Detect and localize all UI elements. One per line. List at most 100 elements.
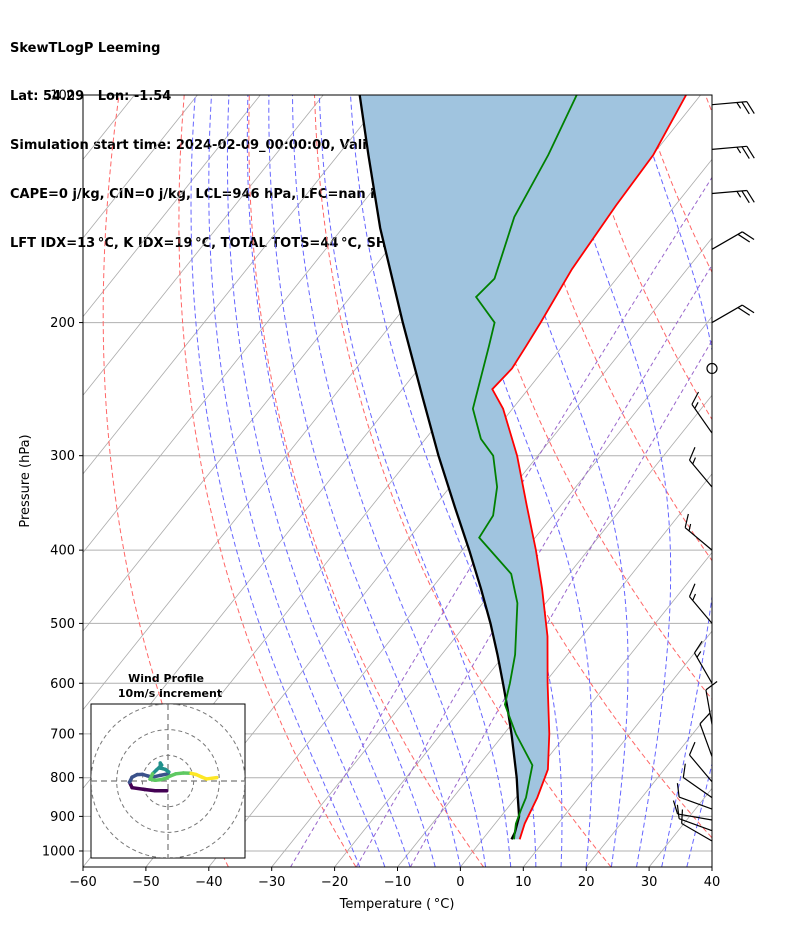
barb-flag	[688, 583, 696, 597]
wind-barb	[705, 680, 718, 725]
moist-adiabat-line	[686, 762, 712, 867]
barb-flag	[741, 101, 750, 115]
barb-flag	[737, 307, 751, 316]
isotherm-line	[585, 709, 712, 867]
barb-staff	[711, 189, 747, 195]
wind-barb	[691, 391, 713, 434]
isotherm-line	[460, 551, 712, 867]
header-location: Lat: 54.29 Lon: -1.54	[10, 89, 172, 105]
barb-half-flag	[688, 523, 692, 531]
barb-staff	[684, 527, 713, 551]
hodograph-subtitle: 10m/s increment	[118, 687, 222, 700]
wind-barb	[688, 583, 713, 624]
isotherm-line	[0, 95, 9, 867]
isotherm-line	[271, 315, 712, 867]
hodograph-trace-segment	[204, 775, 219, 781]
moist-adiabat-line	[550, 95, 672, 867]
barb-flag	[699, 712, 711, 725]
barb-staff	[681, 822, 713, 842]
barb-staff	[677, 813, 713, 821]
y-tick-label: 500	[50, 617, 75, 632]
wind-barb	[672, 800, 713, 821]
x-tick-label: −20	[321, 875, 348, 890]
wind-barb	[676, 804, 713, 832]
isotherm-line	[83, 95, 387, 475]
dry-adiabat-line	[444, 95, 712, 701]
barb-flag	[676, 783, 680, 798]
wind-barb	[693, 640, 713, 684]
barb-flag	[682, 763, 686, 778]
dry-adiabat-line	[314, 95, 612, 867]
wind-barb	[706, 362, 718, 375]
wind-barb	[711, 101, 755, 115]
wind-barb	[699, 712, 713, 757]
x-tick-label: −40	[195, 875, 222, 890]
barb-flag	[681, 809, 684, 824]
header-title: SkewTLogP Leeming	[10, 40, 161, 56]
y-tick-label: 400	[50, 544, 75, 559]
y-axis-label: Pressure (hPa)	[18, 434, 33, 527]
x-tick-label: 40	[704, 875, 721, 890]
x-tick-label: 20	[578, 875, 595, 890]
moist-adiabat-line	[190, 95, 361, 867]
barb-flag	[746, 145, 755, 159]
moist-adiabat-line	[208, 95, 386, 867]
hodograph-trace-segment	[130, 785, 147, 792]
barb-flag	[688, 741, 696, 756]
isotherm-line	[522, 630, 712, 867]
parcel-profile-line	[358, 95, 521, 840]
barb-flag	[741, 304, 755, 314]
barb-staff	[711, 101, 747, 106]
isotherm-line	[83, 95, 261, 318]
moist-adiabat-line	[633, 95, 712, 867]
barb-flag	[693, 640, 703, 654]
barb-half-flag	[696, 651, 702, 658]
barb-half-flag	[736, 146, 742, 154]
y-tick-label: 300	[50, 449, 75, 464]
barb-staff	[711, 145, 747, 150]
y-tick-label: 100	[50, 89, 75, 104]
isotherm-line	[711, 866, 712, 867]
moist-adiabat-line	[430, 95, 593, 867]
x-tick-label: 30	[641, 875, 658, 890]
hodograph-plot	[91, 704, 245, 858]
x-tick-label: 10	[515, 875, 532, 890]
barb-staff	[691, 404, 713, 434]
wind-barb	[684, 513, 713, 551]
moist-adiabat-line	[226, 95, 411, 867]
barb-flag	[746, 190, 755, 203]
barb-flag	[691, 391, 700, 405]
moist-adiabat-line	[246, 95, 436, 867]
dewpoint-profile-line	[471, 95, 578, 840]
x-tick-label: −50	[132, 875, 159, 890]
wind-barb	[711, 145, 755, 159]
barb-staff	[678, 796, 713, 810]
dry-adiabat-line	[248, 95, 485, 867]
moist-adiabat-line	[318, 95, 512, 867]
wind-barb	[676, 783, 713, 810]
barb-flag	[676, 804, 680, 819]
barb-half-flag	[736, 191, 742, 198]
isotherm-line	[83, 95, 324, 396]
mixing-ratio-line	[355, 264, 712, 867]
barb-flag	[741, 231, 755, 240]
isotherm-line	[334, 394, 712, 867]
barb-staff	[689, 459, 713, 488]
barb-flag	[741, 146, 750, 159]
wind-barb	[682, 763, 713, 799]
x-axis-label: Temperature ( °C)	[339, 897, 455, 912]
wind-barb	[711, 304, 755, 324]
wind-barb	[711, 231, 755, 250]
calm-wind-circle	[706, 362, 718, 375]
y-tick-label: 600	[50, 677, 75, 692]
isotherm-line	[83, 95, 198, 239]
x-tick-label: −10	[384, 875, 411, 890]
barb-half-flag	[694, 402, 699, 409]
barb-staff	[711, 304, 743, 324]
wind-barb	[711, 189, 755, 204]
isotherm-line	[775, 95, 794, 867]
barb-staff	[689, 754, 713, 783]
wind-barb	[688, 741, 713, 783]
wind-barb	[688, 447, 713, 488]
